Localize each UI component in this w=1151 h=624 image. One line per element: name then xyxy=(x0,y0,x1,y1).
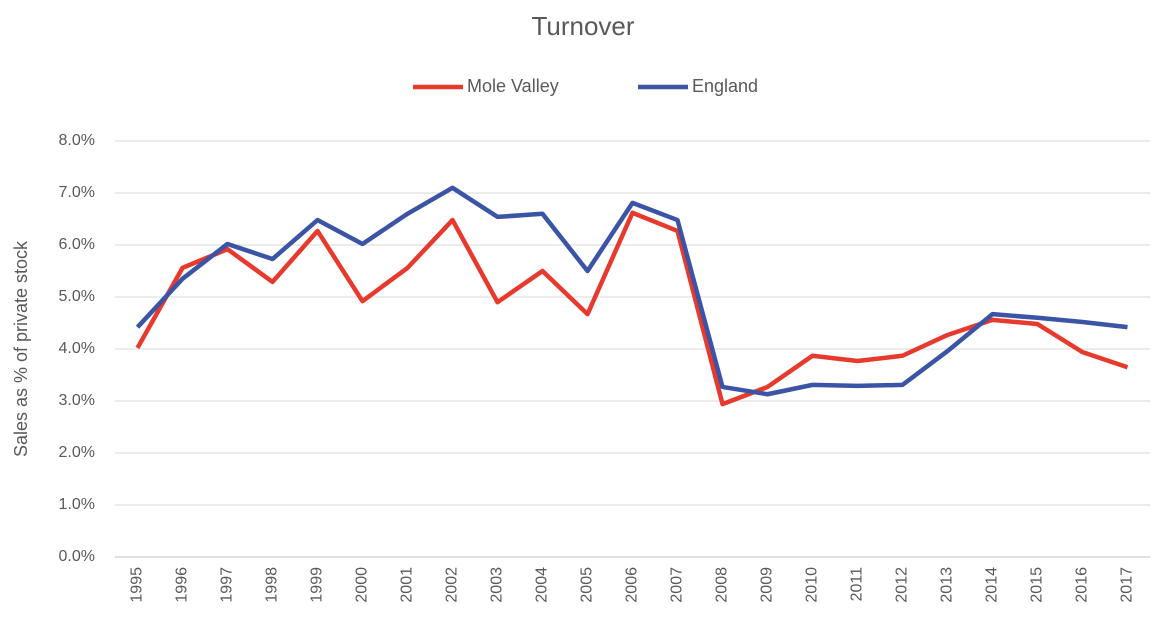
y-tick-label: 0.0% xyxy=(59,548,95,565)
y-tick-label: 4.0% xyxy=(59,340,95,357)
y-tick-label: 8.0% xyxy=(59,132,95,149)
y-tick-label: 3.0% xyxy=(59,392,95,409)
x-tick-label: 2009 xyxy=(759,567,776,603)
x-tick-label: 2005 xyxy=(579,567,596,603)
x-tick-label: 2013 xyxy=(939,567,956,603)
x-tick-label: 2002 xyxy=(444,567,461,603)
x-tick-label: 2017 xyxy=(1119,567,1136,603)
x-tick-label: 1996 xyxy=(174,567,191,603)
x-tick-label: 2015 xyxy=(1029,567,1046,603)
legend-label: England xyxy=(692,76,758,96)
x-tick-label: 2000 xyxy=(354,567,371,603)
x-tick-label: 1998 xyxy=(264,567,281,603)
x-tick-label: 1999 xyxy=(309,567,326,603)
x-tick-label: 2007 xyxy=(669,567,686,603)
chart-title: Turnover xyxy=(531,11,634,41)
x-tick-label: 2004 xyxy=(534,567,551,603)
x-tick-label: 1995 xyxy=(129,567,146,603)
x-tick-label: 2006 xyxy=(624,567,641,603)
x-tick-label: 2003 xyxy=(489,567,506,603)
x-tick-label: 2001 xyxy=(399,567,416,603)
x-tick-label: 2010 xyxy=(804,567,821,603)
y-tick-label: 5.0% xyxy=(59,288,95,305)
line-series xyxy=(135,185,1128,397)
y-tick-label: 6.0% xyxy=(59,236,95,253)
x-tick-label: 1997 xyxy=(219,567,236,603)
x-tick-label: 2011 xyxy=(849,567,866,602)
x-tick-label: 2014 xyxy=(984,567,1001,603)
x-tick-label: 2016 xyxy=(1074,567,1091,603)
y-tick-label: 7.0% xyxy=(59,184,95,201)
x-tick-label: 2008 xyxy=(714,567,731,603)
y-axis-label: Sales as % of private stock xyxy=(11,240,31,457)
y-tick-label: 2.0% xyxy=(59,444,95,461)
legend-label: Mole Valley xyxy=(467,76,559,96)
y-tick-label: 1.0% xyxy=(59,496,95,513)
line-series xyxy=(135,210,1129,407)
x-tick-label: 2012 xyxy=(894,567,911,603)
